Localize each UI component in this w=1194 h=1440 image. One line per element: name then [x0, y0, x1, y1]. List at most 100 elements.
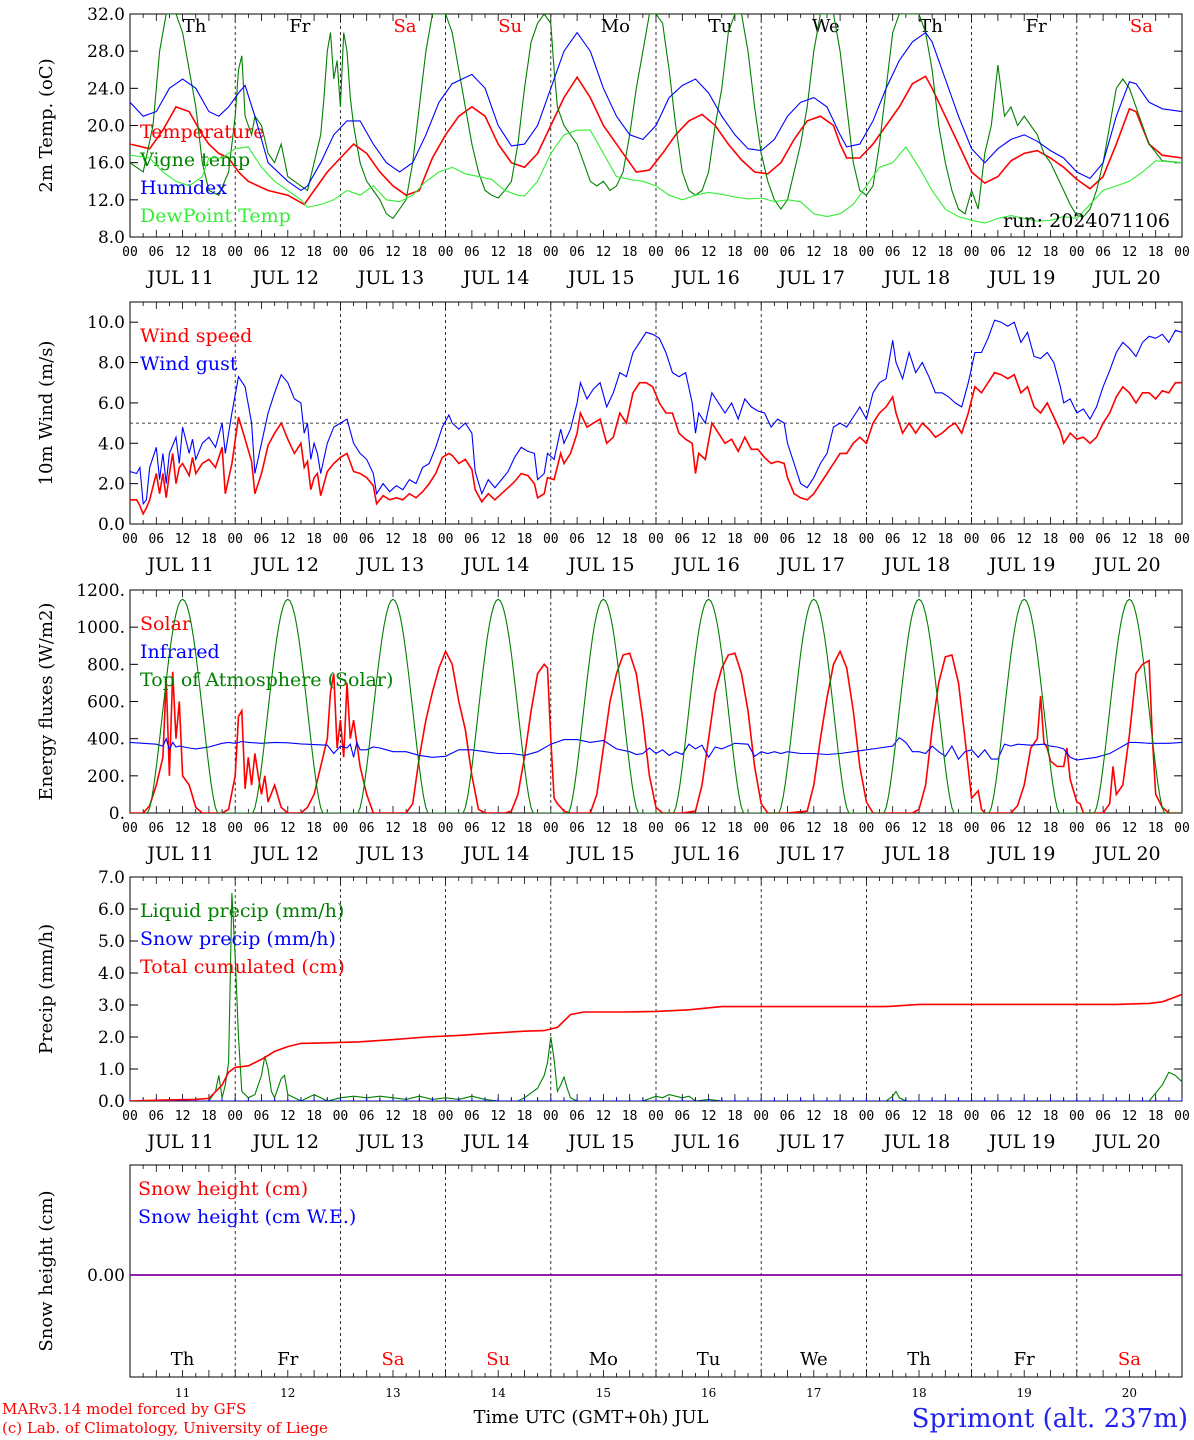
date-label: JUL 15: [566, 843, 634, 865]
hour-label: 12: [280, 245, 296, 260]
legend-entry: Liquid precip (mm/h): [140, 900, 344, 922]
hour-label: 18: [411, 532, 427, 547]
hour-label: 12: [280, 821, 296, 836]
date-label: JUL 12: [251, 843, 319, 865]
date-label: JUL 17: [777, 843, 845, 865]
meteogram-panels: 8.0 12.0 16.0 20.0 24.0 28.0 32.0 2m Temp. (oC)…: [36, 5, 1190, 1400]
legend-entry: Snow height (cm): [138, 1178, 308, 1200]
legend-entry: Solar: [140, 613, 192, 635]
hour-label: 12: [911, 532, 927, 547]
weekday-label: Sa: [1130, 16, 1153, 37]
hour-label: 12: [1122, 532, 1138, 547]
y-axis-label: 2m Temp. (oC): [36, 58, 57, 192]
hour-label: 06: [148, 821, 164, 836]
y-tick-label: 2.0: [98, 475, 125, 495]
plot-frame: [129, 589, 1183, 814]
hour-label: 12: [596, 1109, 612, 1124]
date-label: JUL 12: [251, 554, 319, 576]
date-label: JUL 11: [145, 267, 213, 289]
hour-label: 06: [359, 821, 375, 836]
hour-label: 06: [674, 821, 690, 836]
series-line-top-of-atmosphere-solar-: [146, 598, 1182, 813]
hour-label: 12: [806, 821, 822, 836]
y-tick-label: 400.: [87, 730, 125, 750]
weekday-label: Sa: [393, 16, 416, 37]
hour-label: 12: [1122, 1109, 1138, 1124]
hour-label: 12: [175, 245, 191, 260]
weekday-label: Mo: [601, 16, 630, 37]
hour-label: 00: [859, 245, 875, 260]
hour-label: 18: [832, 821, 848, 836]
hour-label: 12: [1122, 821, 1138, 836]
hour-label: 12: [490, 532, 506, 547]
hour-label: 00: [122, 532, 138, 547]
hour-label: 18: [727, 245, 743, 260]
hour-label: 06: [674, 532, 690, 547]
date-label: JUL 19: [987, 267, 1055, 289]
hour-label: 12: [280, 532, 296, 547]
hour-label: 18: [1148, 245, 1164, 260]
hour-label: 00: [438, 532, 454, 547]
date-label: JUL 20: [1092, 1131, 1160, 1153]
day-number: 11: [175, 1386, 190, 1400]
date-label: JUL 20: [1092, 843, 1160, 865]
hour-label: 00: [227, 821, 243, 836]
series-line-infrared: [130, 736, 1182, 761]
legend-entry: Infrared: [140, 641, 220, 663]
y-tick-label: 20.0: [87, 117, 125, 137]
y-tick-label: 0.0: [98, 515, 125, 535]
date-label: JUL 16: [671, 267, 739, 289]
hour-label: 06: [359, 532, 375, 547]
y-tick-label: 5.0: [98, 932, 125, 952]
date-label: JUL 15: [566, 267, 634, 289]
hour-label: 06: [569, 821, 585, 836]
hour-label: 18: [306, 1109, 322, 1124]
hour-label: 18: [622, 245, 638, 260]
hour-label: 12: [806, 532, 822, 547]
hour-label: 18: [727, 821, 743, 836]
y-tick-label: 10.0: [87, 313, 125, 333]
hour-label: 12: [385, 821, 401, 836]
hour-label: 06: [674, 245, 690, 260]
date-label: JUL 16: [671, 843, 739, 865]
day-number: 17: [806, 1386, 821, 1400]
series-line-dewpoint-temp: [130, 129, 1182, 224]
hour-label: 18: [517, 1109, 533, 1124]
hour-label: 06: [148, 245, 164, 260]
day-number: 12: [280, 1386, 295, 1400]
hour-label: 18: [517, 245, 533, 260]
legend-entry: Total cumulated (cm): [140, 956, 345, 978]
hour-label: 00: [964, 1109, 980, 1124]
hour-label: 06: [254, 532, 270, 547]
hour-label: 18: [201, 821, 217, 836]
hour-label: 12: [596, 245, 612, 260]
hour-label: 06: [148, 532, 164, 547]
hour-label: 00: [648, 532, 664, 547]
hour-label: 00: [964, 532, 980, 547]
date-label: JUL 18: [882, 267, 950, 289]
series-line-liquid-precip-mm-h-: [130, 892, 1182, 1101]
date-label: JUL 16: [671, 554, 739, 576]
hour-label: 06: [569, 532, 585, 547]
hour-label: 12: [385, 1109, 401, 1124]
hour-label: 12: [280, 1109, 296, 1124]
hour-label: 18: [1148, 1109, 1164, 1124]
hour-label: 00: [333, 245, 349, 260]
hour-label: 12: [1016, 245, 1032, 260]
panel-1: 0.0 2.0 4.0 6.0 8.0 10.0 10m Wind (m/s) 00 06 12 1…: [36, 301, 1190, 576]
hour-label: 06: [885, 1109, 901, 1124]
hour-label: 18: [411, 245, 427, 260]
hour-label: 00: [227, 245, 243, 260]
series-line-total-cumulated-cm-: [130, 993, 1182, 1101]
hour-label: 00: [1069, 821, 1085, 836]
day-number: 13: [385, 1386, 400, 1400]
hour-label: 00: [859, 532, 875, 547]
hour-label: 18: [306, 821, 322, 836]
hour-label: 00: [1174, 821, 1190, 836]
hour-label: 00: [122, 821, 138, 836]
hour-label: 00: [753, 532, 769, 547]
hour-label: 00: [543, 1109, 559, 1124]
hour-label: 00: [122, 1109, 138, 1124]
date-label: JUL 11: [145, 843, 213, 865]
